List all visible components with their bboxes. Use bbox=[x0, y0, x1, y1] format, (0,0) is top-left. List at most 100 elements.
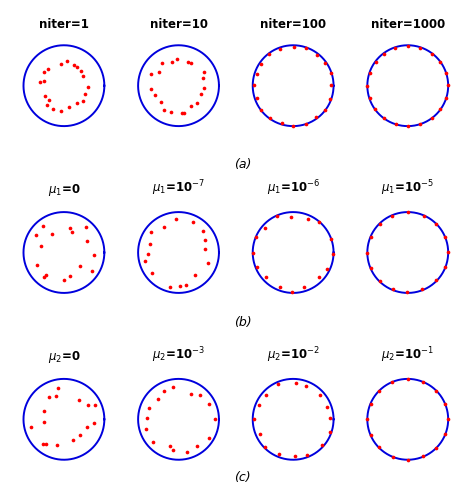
Point bbox=[57, 106, 65, 114]
Point bbox=[182, 281, 189, 289]
Point bbox=[262, 443, 269, 451]
Point bbox=[376, 220, 384, 228]
Point bbox=[441, 400, 449, 407]
Point bbox=[169, 58, 176, 66]
Point bbox=[417, 120, 424, 128]
Point bbox=[40, 68, 48, 76]
Point bbox=[53, 392, 60, 400]
Point bbox=[57, 60, 64, 68]
Point bbox=[404, 122, 411, 130]
Point bbox=[437, 58, 444, 66]
Point bbox=[40, 408, 48, 416]
Point bbox=[201, 84, 208, 92]
Title: $\mu_2$=10$^{-3}$: $\mu_2$=10$^{-3}$ bbox=[152, 345, 205, 364]
Point bbox=[39, 440, 46, 448]
Point bbox=[303, 382, 310, 390]
Point bbox=[39, 222, 46, 230]
Point bbox=[63, 57, 71, 65]
Point bbox=[253, 70, 261, 78]
Title: $\mu_1$=10$^{-5}$: $\mu_1$=10$^{-5}$ bbox=[381, 178, 434, 198]
Point bbox=[141, 257, 149, 265]
Point bbox=[321, 60, 329, 68]
Point bbox=[145, 404, 153, 412]
Point bbox=[187, 102, 195, 110]
Point bbox=[66, 224, 73, 232]
Point bbox=[372, 58, 380, 66]
Point bbox=[276, 284, 284, 292]
Point bbox=[368, 430, 375, 438]
Point bbox=[391, 44, 399, 52]
Point bbox=[178, 110, 185, 118]
Point bbox=[66, 272, 73, 280]
Point bbox=[376, 277, 384, 285]
Point bbox=[194, 442, 201, 450]
Point bbox=[290, 43, 297, 51]
Point bbox=[276, 450, 283, 458]
Point bbox=[300, 284, 308, 292]
Point bbox=[194, 100, 201, 108]
Point bbox=[420, 212, 427, 220]
Point bbox=[392, 120, 400, 128]
Point bbox=[91, 250, 98, 258]
Point bbox=[204, 258, 212, 266]
Point bbox=[32, 231, 40, 239]
Text: (b): (b) bbox=[234, 316, 252, 329]
Point bbox=[273, 212, 281, 220]
Point bbox=[198, 90, 205, 98]
Point bbox=[287, 214, 294, 222]
Title: niter=10: niter=10 bbox=[149, 18, 207, 31]
Point bbox=[315, 218, 322, 226]
Point bbox=[27, 423, 35, 431]
Point bbox=[442, 94, 450, 102]
Point bbox=[366, 70, 374, 78]
Point bbox=[372, 104, 379, 112]
Point bbox=[364, 250, 371, 258]
Point bbox=[77, 262, 84, 270]
Point bbox=[84, 83, 92, 91]
Point bbox=[77, 67, 85, 75]
Point bbox=[91, 400, 99, 408]
Point bbox=[404, 288, 411, 296]
Point bbox=[444, 415, 451, 423]
Point bbox=[313, 51, 321, 59]
Point bbox=[144, 250, 152, 258]
Point bbox=[250, 414, 257, 422]
Point bbox=[188, 59, 195, 67]
Point bbox=[147, 240, 154, 248]
Point bbox=[190, 218, 197, 226]
Point bbox=[50, 106, 57, 114]
Point bbox=[69, 436, 77, 444]
Point bbox=[37, 242, 44, 250]
Point bbox=[147, 228, 155, 235]
Point bbox=[257, 60, 265, 68]
Point bbox=[143, 426, 150, 434]
Point bbox=[73, 63, 80, 71]
Point bbox=[419, 452, 427, 460]
Title: $\mu_1$=10$^{-7}$: $\mu_1$=10$^{-7}$ bbox=[152, 178, 205, 198]
Point bbox=[158, 59, 165, 67]
Point bbox=[202, 244, 209, 252]
Point bbox=[55, 384, 62, 392]
Point bbox=[324, 265, 331, 273]
Point bbox=[304, 452, 311, 460]
Point bbox=[148, 70, 155, 78]
Point bbox=[389, 285, 397, 293]
Point bbox=[172, 214, 179, 222]
Point bbox=[304, 214, 311, 222]
Point bbox=[148, 270, 156, 278]
Point bbox=[161, 106, 168, 114]
Point bbox=[170, 446, 177, 454]
Point bbox=[84, 402, 92, 409]
Point bbox=[211, 414, 219, 422]
Point bbox=[288, 288, 295, 296]
Point bbox=[326, 95, 334, 103]
Point bbox=[367, 233, 375, 241]
Point bbox=[327, 69, 334, 77]
Point bbox=[83, 422, 90, 430]
Point bbox=[75, 396, 83, 404]
Point bbox=[253, 264, 261, 272]
Title: niter=100: niter=100 bbox=[260, 18, 326, 31]
Point bbox=[170, 384, 177, 392]
Title: $\mu_2$=0: $\mu_2$=0 bbox=[48, 348, 80, 364]
Point bbox=[404, 456, 412, 464]
